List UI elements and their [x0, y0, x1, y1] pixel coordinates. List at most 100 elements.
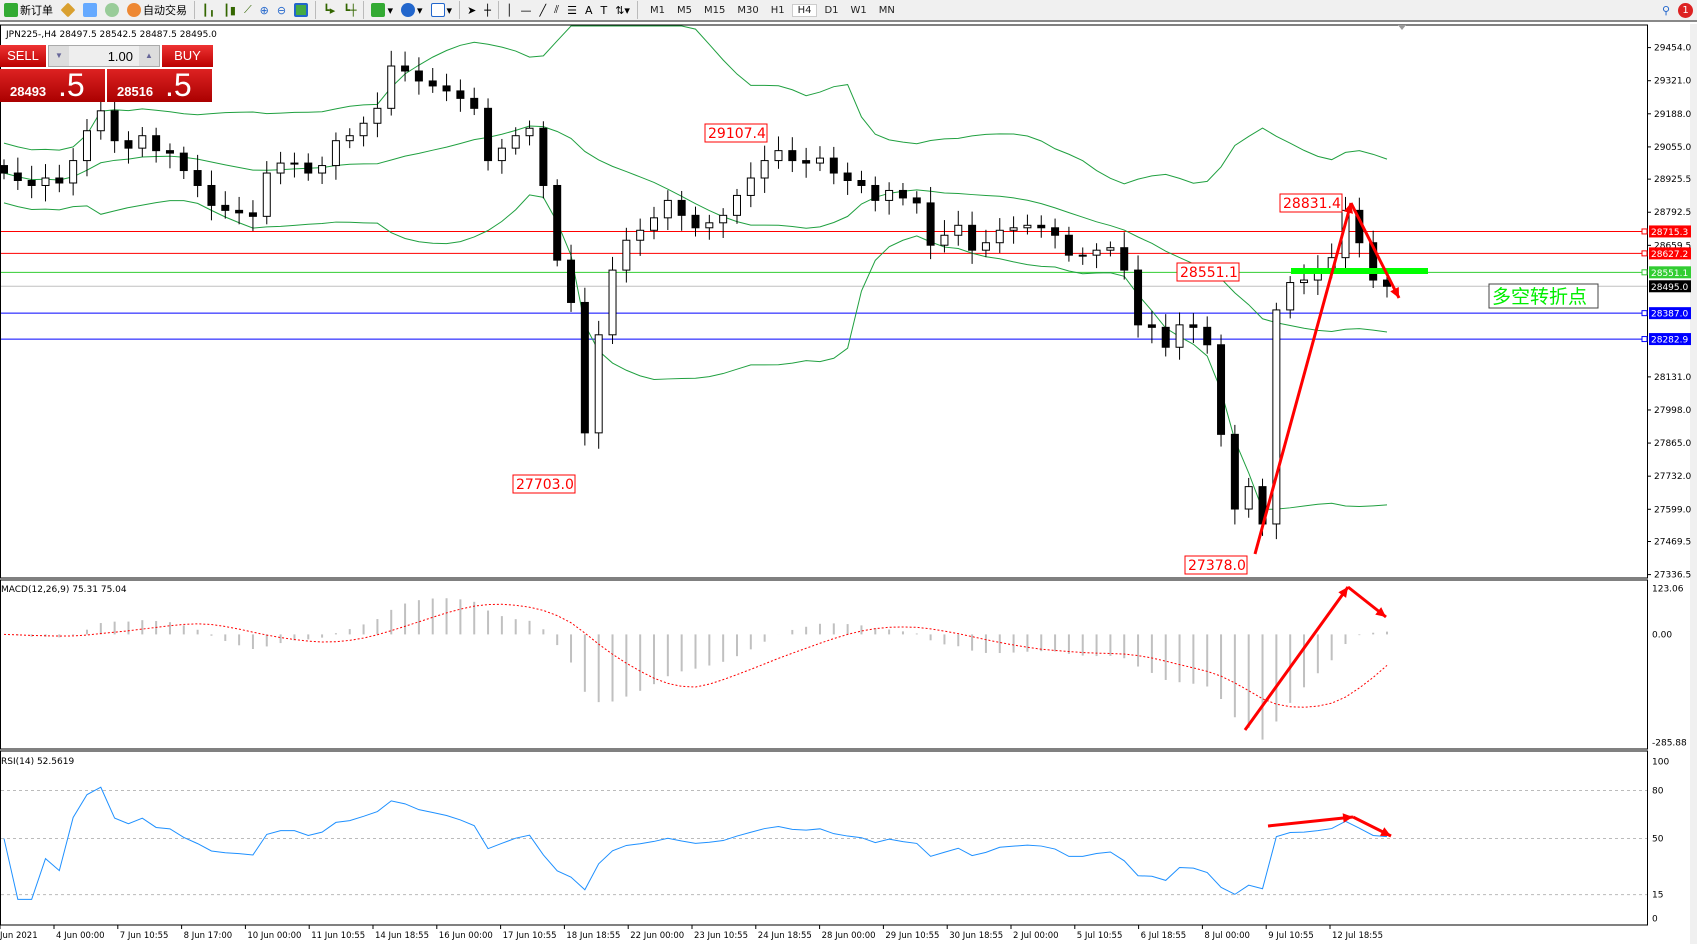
auto-scroll-button[interactable]: ┗▸ — [319, 0, 339, 20]
candle-body — [13, 172, 22, 182]
text-label-button[interactable]: T — [596, 0, 611, 20]
fibonacci-button[interactable]: ☰ — [563, 0, 581, 20]
sell-price-button[interactable]: 28493.5 — [0, 67, 105, 103]
candle-body — [829, 157, 838, 174]
candle-body — [1092, 249, 1101, 256]
time-axis-label: 29 Jun 10:55 — [885, 931, 939, 941]
vertical-line-button[interactable]: │ — [502, 0, 517, 20]
rsi-pane[interactable] — [0, 750, 1648, 926]
timeframe-h1[interactable]: H1 — [770, 4, 785, 16]
tile-windows-button[interactable] — [290, 0, 312, 20]
candle-body — [871, 184, 880, 201]
buy-price-button[interactable]: 28516.5 — [107, 67, 212, 103]
macd-axis-label: -285.88 — [1652, 738, 1687, 748]
timeframe-m5[interactable]: M5 — [676, 4, 692, 16]
line-handle[interactable] — [1641, 310, 1648, 317]
price-axis-label: 27732.0 — [1654, 472, 1691, 482]
candle — [138, 126, 147, 157]
indicators-button[interactable]: ▾ — [367, 0, 397, 20]
templates-button[interactable]: ▾ — [427, 0, 457, 20]
buy-button[interactable]: BUY — [162, 45, 213, 67]
lot-decrease-button[interactable]: ▼ — [49, 46, 69, 66]
price-axis-label: 28792.5 — [1654, 208, 1691, 218]
candle-chart-button[interactable]: ┃▮ — [219, 0, 240, 20]
text-button[interactable]: A — [581, 0, 597, 20]
candle-body — [138, 135, 147, 149]
right-scrollbar[interactable] — [1690, 24, 1697, 944]
candlestick-icon: ┃▮ — [223, 3, 236, 17]
line-handle[interactable] — [1641, 250, 1648, 257]
time-axis-label: 12 Jul 18:55 — [1332, 931, 1383, 941]
candle-body — [553, 184, 562, 261]
candle-body — [290, 162, 299, 165]
zoom-in-button[interactable]: ⊕ — [256, 0, 273, 20]
search-button[interactable]: ⚲ — [1658, 0, 1674, 20]
candle — [1244, 477, 1253, 518]
tile-icon — [294, 3, 309, 17]
bar-chart-button[interactable]: ┃╻ — [198, 0, 219, 20]
timeframe-m15[interactable]: M15 — [703, 4, 726, 16]
periods-button[interactable]: ▾ — [397, 0, 427, 20]
price-tag — [1649, 225, 1691, 238]
candle-body — [41, 177, 50, 186]
timeframe-m30[interactable]: M30 — [737, 4, 759, 16]
price-label-box[interactable] — [1176, 262, 1240, 282]
price-label-box[interactable] — [1279, 193, 1343, 213]
candle-body — [345, 135, 354, 142]
market-watch-button[interactable] — [79, 0, 101, 20]
sell-button[interactable]: SELL — [0, 45, 46, 67]
pivot-zone-bar[interactable] — [1291, 268, 1428, 274]
arrows-button[interactable]: ⇅▾ — [611, 0, 634, 20]
lot-increase-button[interactable]: ▲ — [139, 46, 159, 66]
annotation-box[interactable] — [1488, 283, 1599, 309]
line-chart-button[interactable]: ⟋ — [240, 0, 256, 20]
text-icon: A — [584, 3, 593, 17]
candle — [871, 176, 880, 212]
signal-icon — [105, 3, 119, 17]
chart-shift-button[interactable]: ┗┼ — [339, 0, 360, 20]
rsi-up-arrow[interactable] — [1267, 815, 1354, 828]
macd-up-arrow[interactable] — [1243, 586, 1350, 731]
price-pane[interactable] — [0, 24, 1648, 579]
candle — [1189, 313, 1198, 344]
down-trend-arrow-head — [1390, 287, 1399, 298]
price-label-box[interactable] — [512, 474, 576, 494]
price-label-box[interactable] — [1184, 555, 1248, 575]
timeframe-h4[interactable]: H4 — [791, 3, 818, 17]
crosshair-button[interactable]: ┼ — [480, 0, 495, 20]
chart-shift-marker[interactable] — [1398, 25, 1406, 30]
horizontal-line-button[interactable]: — — [517, 0, 536, 20]
line-handle[interactable] — [1641, 228, 1648, 235]
text-label-icon: T — [600, 3, 608, 17]
candle-body — [650, 217, 659, 231]
new-order-button[interactable]: 新订单 — [0, 0, 57, 20]
candle-body — [636, 229, 645, 241]
lot-size-input[interactable]: ▼ 1.00 ▲ — [48, 45, 160, 67]
signals-button[interactable] — [101, 0, 123, 20]
price-label-box[interactable] — [704, 123, 768, 143]
candle — [940, 220, 949, 253]
timeframe-w1[interactable]: W1 — [850, 4, 867, 16]
trendline-button[interactable]: ╱ — [536, 0, 551, 20]
candle — [567, 244, 576, 312]
up-trend-arrow[interactable] — [1253, 202, 1353, 555]
candle-body — [1286, 282, 1295, 311]
down-trend-arrow[interactable] — [1349, 202, 1401, 299]
zoom-in-icon: ⊕ — [259, 3, 269, 17]
timeframe-d1[interactable]: D1 — [824, 4, 839, 16]
candle-body — [414, 70, 423, 82]
candle-body — [1106, 247, 1115, 251]
zoom-out-button[interactable]: ⊖ — [273, 0, 290, 20]
line-handle[interactable] — [1641, 269, 1648, 276]
equidistant-channel-button[interactable]: ⫽ — [550, 0, 563, 20]
line-handle[interactable] — [1641, 336, 1648, 343]
macd-pane[interactable] — [0, 579, 1648, 750]
auto-trading-button[interactable]: 自动交易 — [123, 0, 191, 20]
cursor-button[interactable]: ➤ — [463, 0, 480, 20]
notifications-button[interactable]: 1 — [1674, 0, 1697, 20]
candle — [1051, 218, 1060, 249]
timeframe-m1[interactable]: M1 — [649, 4, 665, 16]
candle — [41, 164, 50, 202]
timeframe-mn[interactable]: MN — [878, 4, 895, 16]
